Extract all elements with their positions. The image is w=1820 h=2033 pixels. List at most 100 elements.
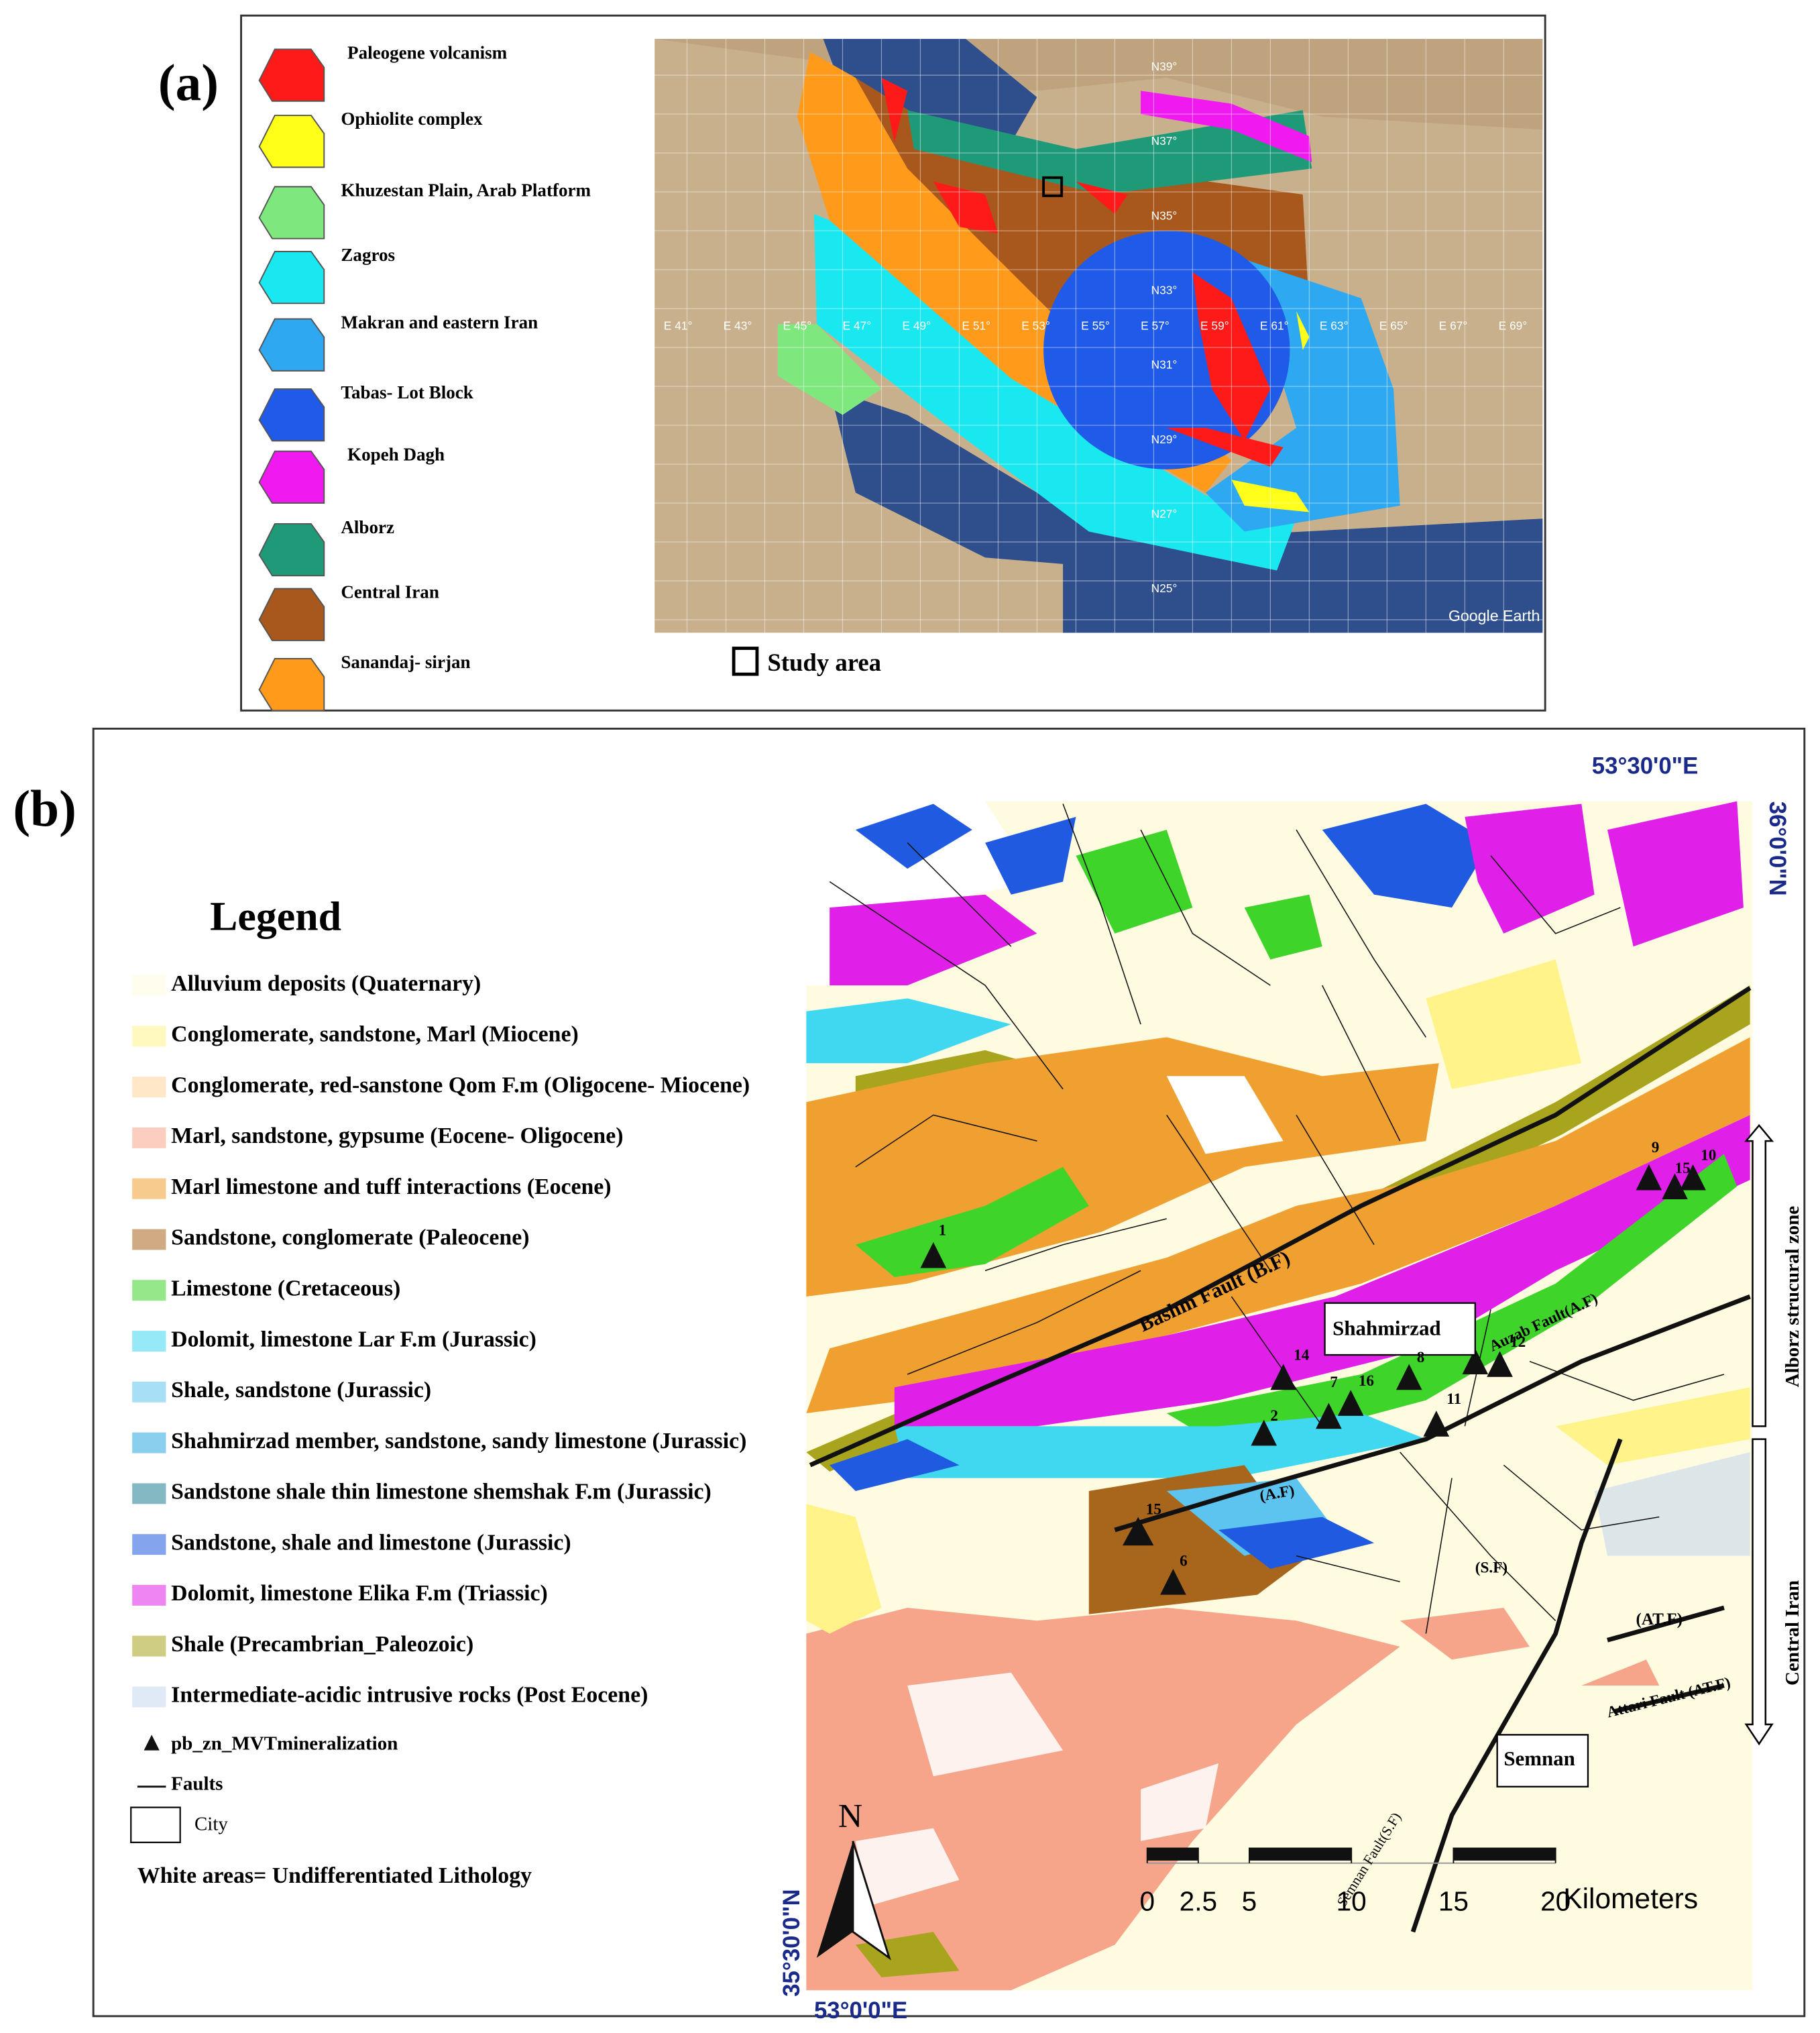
site-label: 15: [1674, 1160, 1690, 1177]
zone-label: Central Iran: [1782, 1580, 1803, 1686]
site-label: 1: [939, 1222, 947, 1240]
legend-label: Tabas- Lot Block: [341, 382, 473, 402]
scale-unit: Kilometers: [1563, 1883, 1698, 1915]
map-label: Shahmirzad: [1332, 1316, 1440, 1339]
legend-label: Intermediate-acidic intrusive rocks (Pos…: [171, 1683, 648, 1708]
panel-label: (a): [158, 54, 219, 111]
longitude-label: E 63°: [1320, 319, 1349, 333]
legend-swatch: [258, 186, 325, 239]
longitude-label: E 67°: [1439, 319, 1468, 333]
latitude-label: N39°: [1151, 60, 1178, 73]
legend-label: Khuzestan Plain, Arab Platform: [341, 180, 591, 200]
legend-label: Central Iran: [341, 582, 439, 602]
legend-swatch: [258, 388, 325, 442]
site-label: 16: [1359, 1372, 1374, 1390]
zone-arrows: [1744, 1123, 1774, 1746]
legend-swatch: [258, 588, 325, 641]
legend-label: Ophiolite complex: [341, 109, 483, 129]
panel-b-map: [806, 801, 1753, 1991]
legend-label: Kopeh Dagh: [347, 445, 445, 465]
longitude-label: E 59°: [1200, 319, 1229, 333]
scale-tick-label: 2.5: [1180, 1885, 1217, 1916]
legend-swatch: [132, 1280, 166, 1301]
legend-swatch: [132, 1229, 166, 1250]
coordinate-label: 35°30'0"N: [779, 1889, 805, 1997]
legend-swatch: [258, 523, 325, 577]
legend-label: Marl limestone and tuff interactions (Eo…: [171, 1174, 611, 1199]
city-symbol: [130, 1806, 181, 1844]
site-label: 6: [1180, 1553, 1188, 1570]
legend-swatch: [132, 1381, 166, 1403]
scale-segment: [1147, 1847, 1198, 1861]
longitude-label: E 49°: [902, 319, 931, 333]
legend-label: Marl, sandstone, gypsume (Eocene- Oligoc…: [171, 1123, 623, 1148]
panel-label: (b): [13, 780, 76, 838]
longitude-label: E 51°: [962, 319, 990, 333]
legend-label: Shale (Precambrian_Paleozoic): [171, 1632, 473, 1657]
zone-label: Alborz strucural zone: [1782, 1206, 1803, 1388]
legend-label: Alluvium deposits (Quaternary): [171, 971, 481, 996]
scale-tick-label: 10: [1336, 1885, 1367, 1916]
coordinate-label: 53°0'0"E: [814, 1998, 907, 2024]
legend-label: Alborz: [341, 517, 394, 537]
legend-swatch: [258, 318, 325, 372]
legend-label: Shahmirzad member, sandstone, sandy lime…: [171, 1429, 746, 1453]
legend-label: Sandstone, shale and limestone (Jurassic…: [171, 1530, 571, 1555]
legend-title: Legend: [210, 894, 341, 940]
north-label: N: [838, 1797, 862, 1834]
legend-label: Shale, sandstone (Jurassic): [171, 1378, 431, 1403]
legend-swatch: [132, 1077, 166, 1098]
map-credit: Google Earth: [1448, 607, 1540, 624]
panel-a-map: [655, 38, 1543, 633]
map-label: Semnan: [1503, 1747, 1575, 1770]
legend-label: Paleogene volcanism: [347, 42, 508, 62]
legend-label: Limestone (Cretaceous): [171, 1276, 400, 1301]
latitude-label: N31°: [1151, 358, 1178, 372]
legend-label: Makran and eastern Iran: [341, 312, 538, 332]
legend-label: Conglomerate, sandstone, Marl (Miocene): [171, 1022, 579, 1047]
legend-label: Sanandaj- sirjan: [341, 652, 470, 672]
latitude-label: N33°: [1151, 284, 1178, 297]
longitude-label: E 53°: [1021, 319, 1050, 333]
legend-swatch: [132, 1534, 166, 1555]
legend-symbol-label: Faults: [171, 1773, 223, 1794]
scale-tick-label: 5: [1242, 1885, 1257, 1916]
longitude-label: E 69°: [1499, 319, 1528, 333]
legend-swatch: [132, 1432, 166, 1453]
latitude-label: N37°: [1151, 134, 1178, 148]
legend-swatch: [258, 450, 325, 504]
scale-tick-label: 0: [1139, 1885, 1155, 1916]
longitude-label: E 61°: [1260, 319, 1289, 333]
study-area-label: Study area: [767, 649, 881, 676]
north-arrow: [816, 1840, 891, 1961]
legend-swatch: [132, 1686, 166, 1708]
legend-label: Dolomit, limestone Lar F.m (Jurassic): [171, 1327, 536, 1352]
latitude-label: N27°: [1151, 507, 1178, 520]
scale-segment: [1453, 1847, 1556, 1861]
site-label: 10: [1701, 1147, 1716, 1164]
latitude-label: N29°: [1151, 433, 1178, 446]
site-label: 15: [1146, 1500, 1161, 1518]
site-label: 7: [1330, 1374, 1338, 1391]
longitude-label: E 65°: [1379, 319, 1408, 333]
scale-segment: [1249, 1847, 1352, 1861]
legend-label: Sandstone, conglomerate (Paleocene): [171, 1225, 529, 1250]
legend-swatch: [132, 1331, 166, 1352]
site-label: 12: [1510, 1333, 1526, 1351]
legend-swatch: [132, 1127, 166, 1148]
scale-tick-label: 15: [1438, 1885, 1469, 1916]
site-label: 2: [1270, 1407, 1278, 1425]
longitude-label: E 45°: [783, 319, 812, 333]
site-label: 14: [1294, 1346, 1310, 1364]
coordinate-label: 36°0'0"N: [1764, 802, 1790, 896]
map-label: (AT.F): [1636, 1610, 1683, 1629]
site-label: 9: [1652, 1139, 1660, 1156]
legend-swatch: [132, 1635, 166, 1657]
longitude-label: E 47°: [842, 319, 871, 333]
site-label: 11: [1446, 1390, 1461, 1408]
latitude-label: N25°: [1151, 582, 1178, 595]
coordinate-label: 53°30'0"E: [1592, 754, 1699, 779]
site-label: 8: [1417, 1349, 1425, 1366]
legend-label: Dolomit, limestone Elika F.m (Triassic): [171, 1581, 548, 1606]
map-label: (S.F): [1475, 1559, 1508, 1576]
